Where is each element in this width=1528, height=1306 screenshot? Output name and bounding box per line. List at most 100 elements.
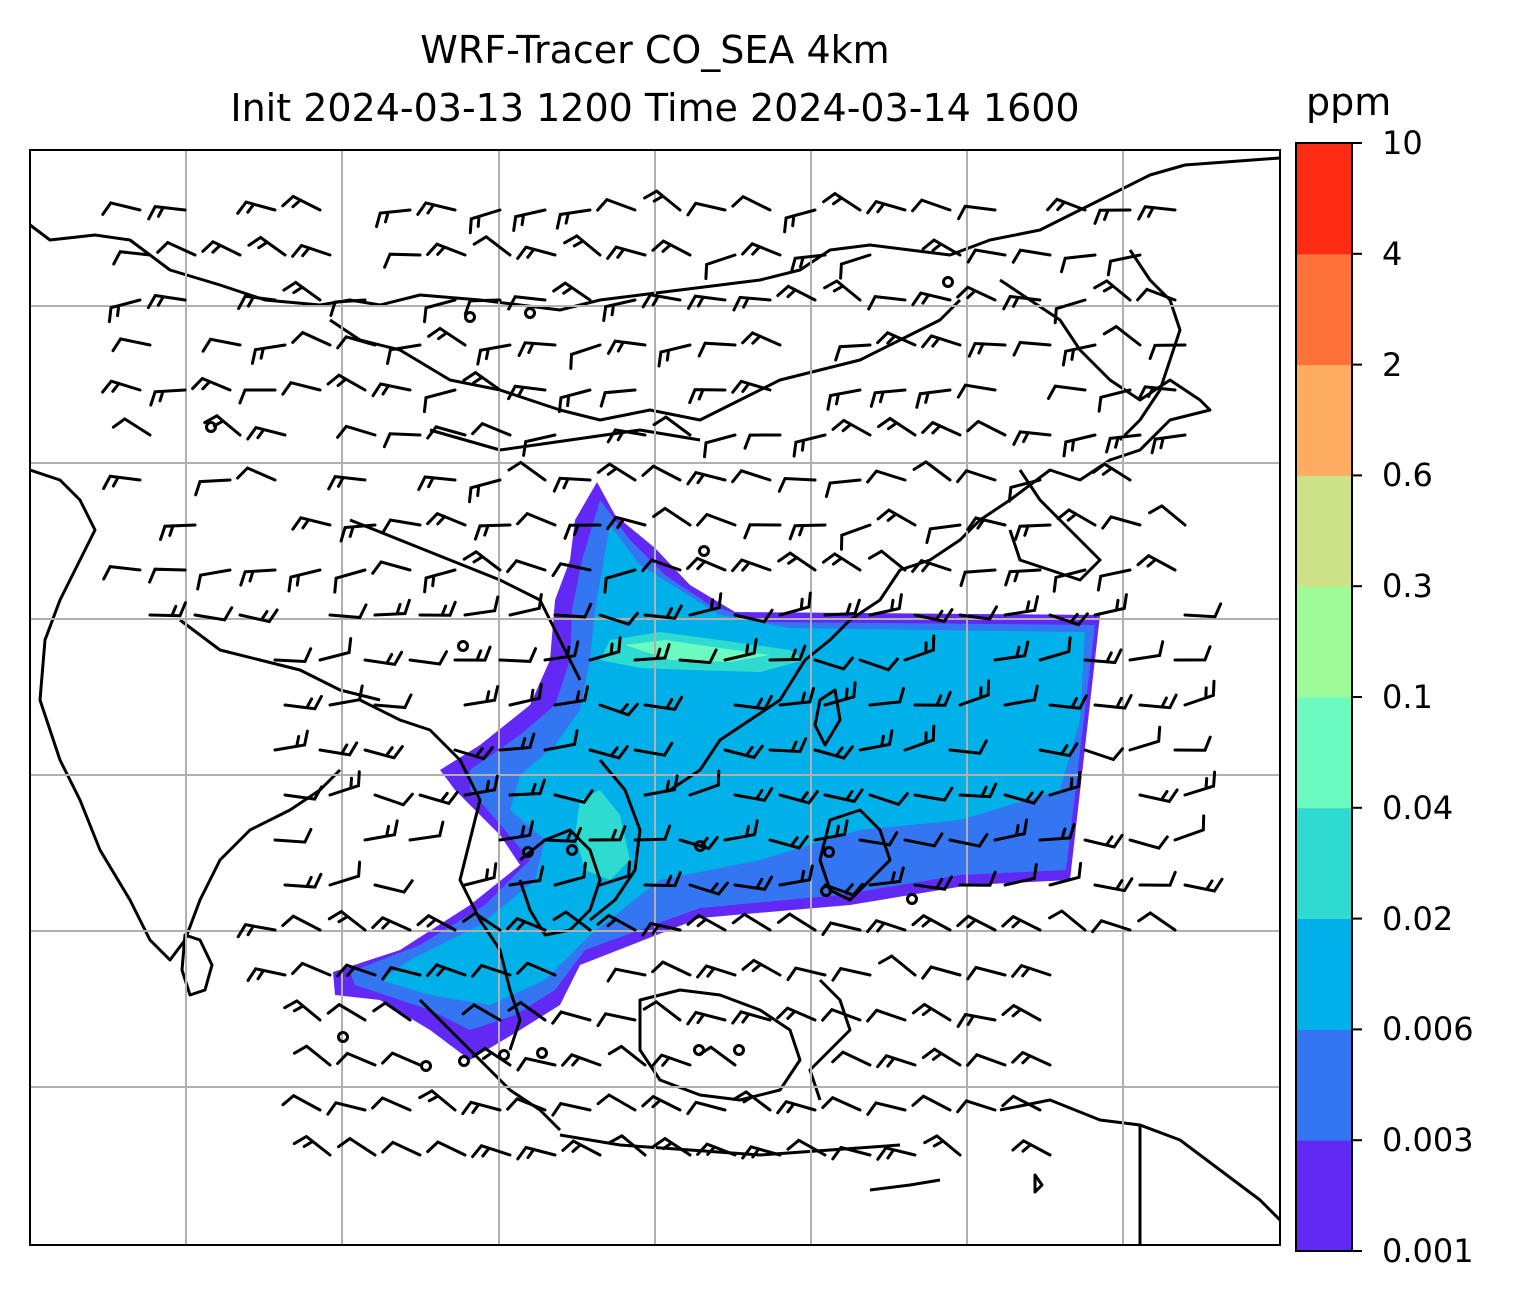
wind-barb (688, 388, 727, 405)
wind-barb (687, 294, 727, 310)
wind-barb (1048, 861, 1083, 887)
wind-barb (913, 608, 954, 623)
wind-barb (925, 523, 962, 544)
wind-barb (1093, 877, 1134, 893)
wind-barb (1001, 914, 1042, 932)
wind-barb (149, 388, 187, 407)
wind-barb (958, 679, 991, 707)
wind-barb (328, 603, 368, 620)
wind-barb (238, 388, 277, 405)
wind-barb (553, 602, 593, 619)
wind-barb (468, 208, 502, 235)
wind-barb (1128, 835, 1169, 850)
wind-barb (1128, 640, 1165, 662)
wind-barb (877, 416, 917, 437)
wind-barb (102, 564, 142, 581)
wind-barb (416, 201, 457, 216)
wind-barb (506, 916, 547, 932)
wind-barb (777, 551, 817, 572)
coastline-sumatra (418, 998, 562, 1132)
wind-barb (778, 591, 812, 617)
wind-barb (246, 425, 287, 441)
colorbar (1296, 143, 1352, 1252)
wind-barb (426, 963, 467, 977)
wind-barb (381, 965, 422, 981)
wind-barb (911, 1002, 952, 1022)
wind-barb (1101, 515, 1142, 530)
wind-barb (948, 739, 988, 755)
wind-barb (508, 593, 543, 617)
wind-barb (371, 1096, 412, 1112)
wind-barb (921, 1047, 962, 1067)
wind-barb (418, 1089, 457, 1112)
wind-barb (239, 568, 277, 587)
wind-barb (731, 1010, 772, 1025)
wind-barb (543, 729, 579, 752)
wind-barb (596, 913, 637, 932)
wind-barb (1106, 253, 1142, 277)
wind-barb (741, 1145, 782, 1160)
wind-barb (823, 279, 862, 302)
wind-barb (686, 470, 727, 486)
coastline-china-inner (349, 518, 582, 681)
colorbar-tick-label: 4 (1382, 234, 1403, 273)
wind-barb (463, 685, 500, 707)
wind-barb (966, 516, 1007, 531)
wind-barb (956, 914, 997, 932)
wind-barb (329, 298, 367, 317)
wind-barb (282, 280, 322, 302)
wind-barb (283, 694, 323, 711)
wind-barb (236, 466, 277, 482)
wind-barb (471, 963, 512, 978)
wind-barb (1046, 197, 1087, 212)
wind-barb (543, 826, 583, 843)
wind-barb (911, 291, 952, 307)
wind-barb (1138, 870, 1177, 887)
wind-barb (868, 686, 905, 707)
wind-barb (957, 204, 997, 221)
wind-barb (386, 343, 422, 365)
calm-wind-marker (694, 840, 706, 852)
wind-barb (372, 1001, 412, 1022)
plume-level-4b (575, 790, 630, 880)
wind-barb (878, 954, 917, 977)
calm-wind-marker (524, 307, 536, 319)
wind-barb (768, 835, 809, 850)
wind-barb (903, 724, 936, 752)
wind-barb (1012, 430, 1052, 446)
wind-barb (723, 637, 758, 662)
wind-barb (643, 189, 682, 212)
wind-barb (911, 198, 952, 213)
wind-barb (651, 1053, 692, 1068)
wind-barb (159, 523, 197, 541)
wind-barb (1183, 770, 1217, 797)
wind-barb (1137, 385, 1177, 401)
wind-barb (461, 1003, 502, 1022)
wind-barb (336, 335, 377, 350)
wind-barb (1083, 833, 1124, 849)
wind-barb (107, 298, 142, 324)
wind-barb (1137, 205, 1177, 221)
map-frame (29, 149, 1281, 1246)
wind-barb (686, 1010, 727, 1026)
wind-barb (596, 1012, 637, 1028)
wind-barb (1003, 863, 1038, 887)
wind-barb (281, 194, 322, 212)
wind-barb (1011, 248, 1052, 264)
wind-barb (741, 242, 782, 257)
wind-barb (913, 786, 954, 802)
wind-barb (966, 419, 1007, 437)
wind-barb (507, 460, 547, 482)
colorbar-segment (1296, 918, 1352, 1030)
wind-barb (147, 204, 187, 221)
wind-barb (641, 293, 682, 309)
wind-barb (643, 695, 684, 712)
wind-barb (552, 281, 592, 302)
calm-wind-marker (566, 844, 578, 856)
wind-barb (194, 478, 232, 497)
coastline-timor (869, 1178, 941, 1192)
calm-wind-marker (522, 846, 534, 858)
wind-barb (238, 608, 279, 624)
wind-barb (1091, 919, 1132, 934)
colorbar-tick-label: 0.3 (1382, 567, 1433, 606)
